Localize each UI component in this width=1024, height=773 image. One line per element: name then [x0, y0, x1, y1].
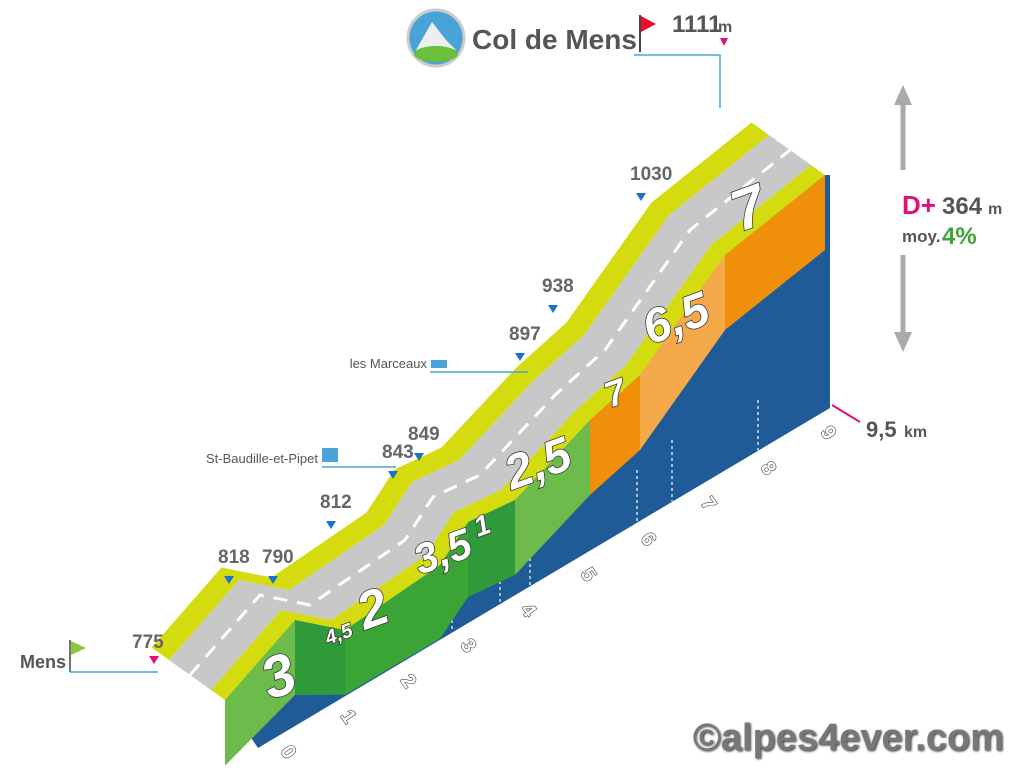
- km-marker: 6: [636, 529, 660, 551]
- place-name: les Marceaux: [350, 356, 428, 371]
- marker: [224, 576, 234, 584]
- road-edge: [151, 122, 769, 660]
- marker: [326, 521, 336, 529]
- summit-altitude: 1111: [672, 11, 721, 38]
- km-marker: 8: [756, 458, 780, 480]
- gradient-face: [225, 620, 295, 766]
- distance-value: 9,5: [866, 417, 897, 442]
- gradient-face: [515, 420, 590, 575]
- km-marker: 9: [816, 422, 840, 444]
- marker: [515, 353, 525, 361]
- village-icon: [431, 360, 447, 368]
- km-marker: 1: [336, 706, 360, 728]
- gradient-face: [345, 565, 440, 695]
- waypoint-altitude: 843: [382, 442, 414, 463]
- average-value: 4%: [942, 223, 977, 250]
- summit-flag: [641, 16, 656, 32]
- arrow-head: [894, 85, 912, 105]
- gradient-face: [640, 255, 725, 450]
- km-marker: 5: [576, 564, 600, 586]
- start-name: Mens: [20, 652, 66, 672]
- km-marker: 2: [396, 670, 420, 692]
- average-label: moy.: [902, 227, 940, 246]
- profile-drawing: [151, 122, 830, 766]
- summit-unit: m: [718, 19, 732, 36]
- arrow-gap: [888, 170, 918, 255]
- place-name: St-Baudille-et-Pipet: [206, 451, 318, 466]
- waypoint-altitude: 818: [218, 547, 250, 568]
- km-marker: 4: [516, 600, 541, 622]
- road: [169, 135, 811, 690]
- gradient-face: [468, 500, 515, 597]
- waypoint-altitude: 1030: [630, 164, 672, 185]
- gradient-face: [590, 375, 640, 495]
- gain-label: D+: [902, 190, 936, 220]
- logo-mountain: [416, 22, 456, 50]
- credit: ©alpes4ever.com: [693, 717, 1004, 759]
- marker: [720, 38, 728, 46]
- marker: [388, 471, 398, 479]
- start-altitude: 775: [132, 632, 164, 653]
- waypoint-altitude: 812: [320, 492, 352, 513]
- logo-grass: [414, 46, 458, 62]
- waypoint-altitude: 849: [408, 424, 440, 445]
- gradient-face: [725, 175, 825, 330]
- km-marker: 3: [456, 635, 480, 657]
- gain-unit: m: [988, 201, 1002, 218]
- church-icon: [322, 448, 338, 462]
- waypoint-altitude: 938: [542, 276, 574, 297]
- title: Col de Mens: [472, 24, 637, 55]
- marker: [149, 656, 159, 664]
- gradient-face: [295, 620, 345, 695]
- marker: [548, 305, 558, 313]
- road-centerline: [188, 148, 791, 676]
- km-marker: 0: [276, 741, 300, 763]
- waypoint-altitude: 897: [509, 324, 541, 345]
- arrow-head: [894, 332, 912, 352]
- road-edge: [211, 165, 825, 700]
- marker: [268, 576, 278, 584]
- km-marker: 7: [696, 493, 720, 515]
- gradient-face: [440, 522, 468, 639]
- waypoint-altitude: 790: [262, 547, 294, 568]
- marker: [636, 193, 646, 201]
- marker: [414, 453, 424, 461]
- start-flag: [71, 641, 86, 655]
- gain-value: 364: [942, 193, 983, 220]
- leader-line: [634, 54, 721, 108]
- distance-unit: km: [904, 424, 927, 441]
- distance-tick: [831, 404, 861, 423]
